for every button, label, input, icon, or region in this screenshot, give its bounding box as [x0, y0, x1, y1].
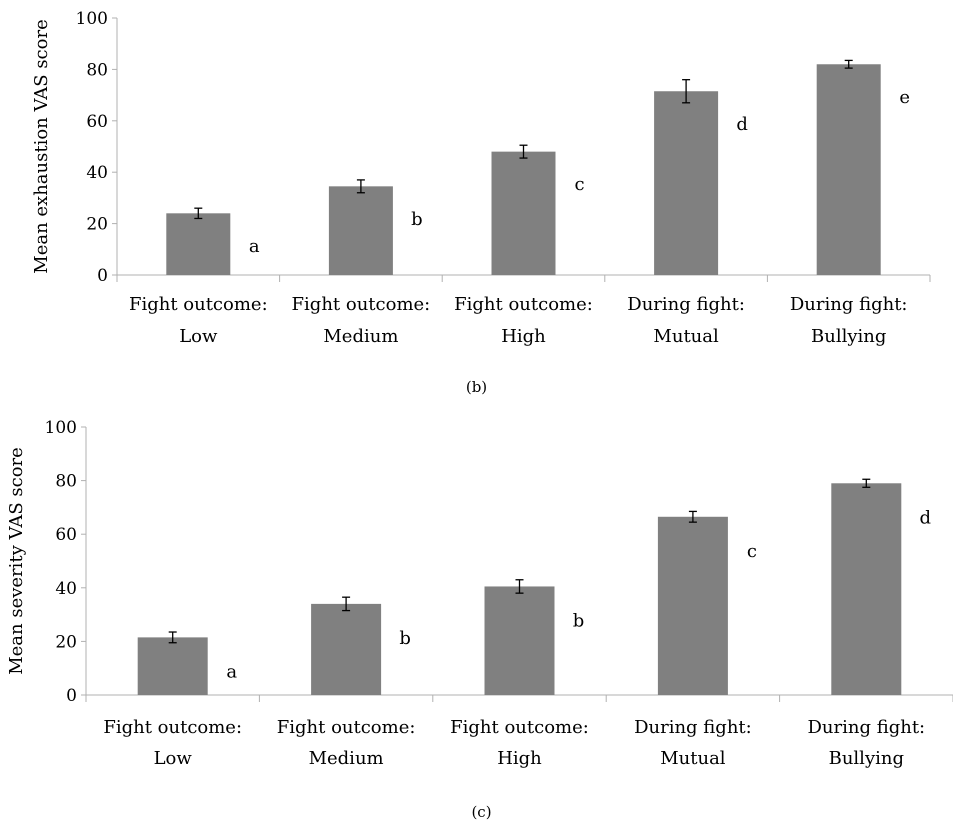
y-tick-label: 40 — [55, 579, 77, 599]
category-label: Fight outcome: — [292, 294, 431, 315]
category-label: Mutual — [653, 326, 719, 347]
category-label: Fight outcome: — [454, 294, 593, 315]
category-label: High — [501, 326, 546, 347]
category-label: Fight outcome: — [103, 717, 242, 738]
bar — [491, 151, 556, 275]
category-label: Fight outcome: — [129, 294, 268, 315]
y-tick-label: 0 — [66, 686, 77, 706]
y-tick-label: 60 — [86, 112, 108, 132]
category-label: Fight outcome: — [277, 717, 416, 738]
significance-label: c — [574, 174, 584, 195]
y-tick-label: 20 — [55, 632, 77, 652]
chart-panel-c: 0 20 40 60 80 100 Mean severity VAS score a Figh… — [6, 418, 953, 821]
significance-label: b — [411, 209, 423, 230]
significance-label: a — [226, 662, 237, 683]
bar — [816, 64, 881, 275]
significance-label: b — [573, 611, 585, 632]
category-label: During fight: — [790, 294, 908, 315]
bar — [166, 213, 231, 275]
category-label: During fight: — [807, 717, 925, 738]
category-label: Mutual — [660, 748, 726, 769]
significance-label: d — [736, 114, 748, 135]
panel-caption: (c) — [471, 803, 491, 821]
category-label: Medium — [323, 326, 398, 347]
y-tick-label: 0 — [97, 266, 108, 286]
y-tick-label: 80 — [86, 60, 108, 80]
category-label: High — [497, 748, 542, 769]
bar — [654, 91, 719, 276]
significance-label: b — [399, 628, 411, 649]
bar — [657, 516, 728, 695]
category-label: Bullying — [829, 748, 904, 769]
y-tick-label: 20 — [86, 215, 108, 235]
y-axis-label: Mean exhaustion VAS score — [31, 19, 52, 273]
category-label: Bullying — [811, 326, 886, 347]
y-tick-label: 100 — [76, 9, 108, 29]
y-axis-label: Mean severity VAS score — [6, 447, 27, 675]
bar — [137, 637, 208, 695]
y-tick-label: 100 — [45, 418, 77, 438]
category-label: During fight: — [634, 717, 752, 738]
significance-label: e — [899, 87, 910, 108]
significance-label: a — [249, 236, 260, 257]
bar — [311, 603, 382, 695]
y-tick-label: 80 — [55, 472, 77, 492]
bar — [328, 186, 393, 275]
significance-label: d — [920, 507, 932, 528]
y-tick-label: 40 — [86, 163, 108, 183]
y-tick-label: 60 — [55, 525, 77, 545]
bar — [831, 483, 902, 695]
category-label: During fight: — [627, 294, 745, 315]
significance-label: c — [747, 541, 757, 562]
category-label: Fight outcome: — [450, 717, 589, 738]
bar — [484, 586, 555, 695]
category-label: Medium — [309, 748, 384, 769]
chart-panel-b: 0 20 40 60 80 100 Mean exhaustion VAS score a Fi… — [31, 9, 931, 396]
category-label: Low — [179, 326, 218, 347]
category-label: Low — [154, 748, 193, 769]
panel-caption: (b) — [466, 378, 487, 396]
